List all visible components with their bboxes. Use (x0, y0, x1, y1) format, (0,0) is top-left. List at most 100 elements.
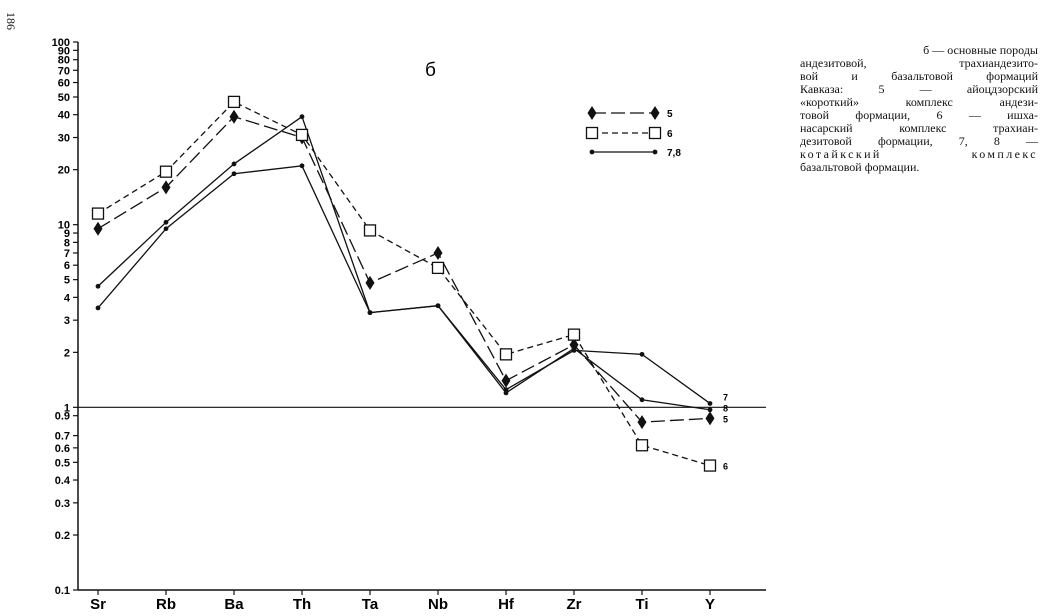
x-tick-label: Ti (635, 596, 648, 613)
point-6-Hf (499, 348, 513, 361)
series-line-7 (97, 115, 711, 404)
legend-marker-end-2 (652, 149, 658, 155)
point-5-Hf (501, 373, 511, 388)
point-6-Th (295, 128, 309, 142)
y-tick-label: 80 (58, 55, 70, 67)
point-5-Ta (365, 275, 375, 290)
legend-marker-start-2 (589, 149, 595, 155)
y-tick-label: 1 (64, 402, 70, 414)
caption-line: «короткий» комплекс андези- (800, 95, 1038, 109)
legend-label-1: 6 (667, 129, 673, 140)
y-tick-label: 0.6 (55, 443, 70, 455)
caption-line: базальтовой формации. (800, 160, 920, 174)
x-tick-label: Ta (362, 596, 379, 613)
series-end-label-6: 6 (723, 462, 728, 472)
point-8-Th (299, 163, 305, 169)
x-tick-label: Nb (428, 596, 448, 613)
caption-line: котайкский комплекс (800, 147, 1038, 161)
y-tick-label: 6 (64, 260, 70, 272)
point-5-Y (705, 411, 715, 426)
legend-label-0: 5 (667, 109, 673, 120)
y-tick-label: 40 (58, 110, 70, 122)
y-tick-label: 50 (58, 92, 70, 104)
y-tick-label: 0.9 (55, 411, 70, 423)
point-8-Ti (639, 397, 645, 403)
point-7-Rb (163, 219, 169, 225)
y-tick-label: 4 (64, 292, 71, 304)
y-tick-label: 3 (64, 315, 70, 327)
legend-marker-end-1 (648, 126, 662, 140)
point-6-Zr (567, 328, 581, 341)
point-8-Hf (503, 390, 509, 396)
panel-letter: б (425, 60, 436, 81)
point-7-Ba (231, 161, 237, 167)
point-7-Ti (639, 351, 645, 357)
y-tick-label: 0.1 (55, 585, 70, 597)
x-tick-label: Hf (498, 596, 515, 613)
point-5-Ti (637, 415, 647, 430)
y-tick-label: 30 (58, 133, 70, 145)
point-8-Sr (95, 305, 101, 311)
point-6-Rb (159, 165, 173, 178)
caption-line: Кавказа: 5 — айоцдзорский (800, 82, 1038, 96)
point-6-Nb (431, 261, 445, 275)
point-8-Y (707, 407, 713, 413)
y-tick-label: 100 (52, 37, 70, 49)
series-line-6 (97, 101, 711, 467)
point-8-Rb (163, 226, 169, 232)
point-6-Ta (363, 224, 377, 237)
point-8-Nb (435, 303, 441, 309)
legend: 567,8 (585, 106, 681, 159)
y-tick-label: 8 (64, 237, 70, 249)
series-end-label-7: 7 (723, 392, 728, 402)
point-8-Zr (571, 346, 577, 351)
x-tick-label: Y (705, 596, 715, 613)
y-tick-label: 0.5 (55, 457, 70, 469)
legend-marker-end-0 (650, 106, 660, 120)
series-end-label-8: 8 (723, 404, 728, 414)
y-tick-label: 90 (58, 45, 70, 57)
y-tick-label: 0.3 (55, 498, 70, 510)
point-6-Ba (227, 95, 241, 109)
series-line-5 (97, 115, 711, 423)
axes: 1009080706050403020109876543210.90.70.60… (52, 37, 766, 613)
y-tick-label: 9 (64, 228, 70, 240)
y-tick-label: 20 (58, 165, 70, 177)
y-tick-label: 0.7 (55, 431, 70, 443)
point-6-Ti (635, 439, 649, 452)
y-tick-label: 0.4 (55, 475, 71, 487)
y-tick-label: 5 (64, 275, 70, 287)
y-tick-label: 10 (58, 220, 70, 232)
point-6-Sr (91, 207, 105, 220)
y-tick-label: 60 (58, 78, 70, 90)
point-8-Ba (231, 171, 237, 177)
series-layer: 5 6 7 8 (91, 95, 728, 472)
caption-line: б — основные породы (923, 43, 1038, 57)
y-tick-label: 2 (64, 347, 70, 359)
point-5-Nb (433, 245, 443, 260)
caption-line: андезитовой, трахиандезито- (800, 56, 1038, 70)
y-tick-label: 7 (64, 248, 70, 260)
caption-line: товой формации, 6 — ишха- (800, 108, 1038, 122)
x-tick-label: Sr (90, 596, 106, 613)
caption-line: дезитовой формации, 7, 8 — (800, 134, 1038, 148)
figure-caption: б — основные породы андезитовой, трахианд… (800, 44, 1038, 174)
caption-line: насарский комплекс трахиан- (800, 121, 1038, 135)
x-tick-label: Th (293, 596, 311, 613)
series-end-label-5: 5 (723, 414, 728, 424)
x-tick-label: Rb (156, 596, 176, 613)
point-8-Ta (367, 310, 373, 316)
spider-diagram-chart: 1009080706050403020109876543210.90.70.60… (52, 37, 766, 613)
x-tick-label: Ba (224, 596, 244, 613)
legend-label-2: 7,8 (667, 148, 681, 159)
legend-marker-start-1 (585, 126, 599, 140)
point-5-Sr (93, 221, 103, 236)
x-tick-label: Zr (567, 596, 582, 613)
point-7-Th (299, 114, 305, 120)
series-line-8 (97, 165, 711, 411)
point-5-Rb (161, 180, 171, 195)
y-tick-label: 70 (58, 65, 70, 77)
legend-marker-start-0 (587, 106, 597, 120)
point-6-Y (703, 459, 717, 472)
point-7-Sr (95, 283, 101, 289)
